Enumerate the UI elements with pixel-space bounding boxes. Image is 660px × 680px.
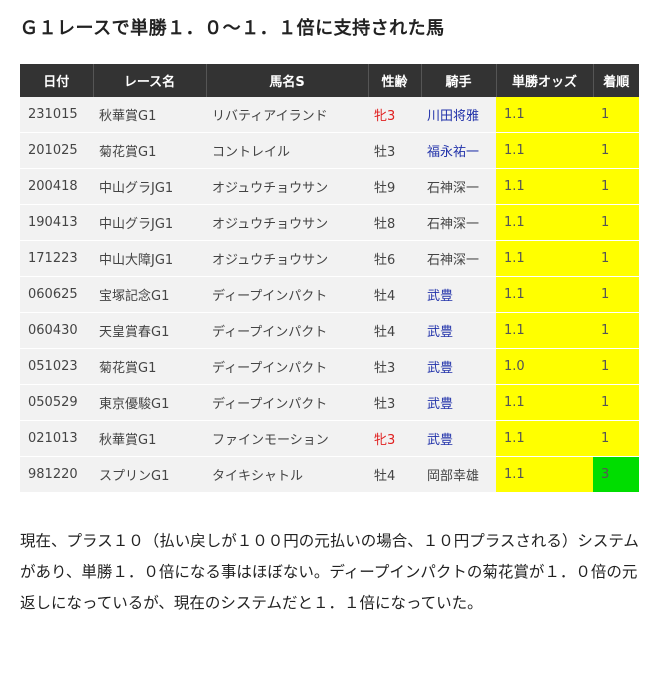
cell-odds: 1.1 — [496, 456, 593, 493]
cell-horse: ディープインパクト — [206, 348, 368, 385]
cell-rank: 3 — [593, 456, 639, 493]
cell-rank: 1 — [593, 97, 639, 133]
cell-sex-age: 牡3 — [368, 132, 421, 169]
cell-rank: 1 — [593, 240, 639, 277]
cell-horse: コントレイル — [206, 132, 368, 169]
jockey-link[interactable]: 武豊 — [421, 348, 496, 385]
cell-race: 中山グラJG1 — [93, 168, 206, 205]
table-row: 060625 宝塚記念G1 ディープインパクト 牡4 武豊 1.1 1 — [20, 276, 639, 313]
cell-rank: 1 — [593, 348, 639, 385]
header-jockey: 騎手 — [421, 64, 497, 97]
cell-jockey: 石神深一 — [421, 204, 496, 241]
table-row: 171223 中山大障JG1 オジュウチョウサン 牡6 石神深一 1.1 1 — [20, 240, 639, 277]
cell-date: 190413 — [20, 204, 93, 241]
jockey-link[interactable]: 武豊 — [421, 384, 496, 421]
cell-date: 060430 — [20, 312, 93, 349]
table-row: 200418 中山グラJG1 オジュウチョウサン 牡9 石神深一 1.1 1 — [20, 168, 639, 205]
cell-sex-age: 牡4 — [368, 456, 421, 493]
table-row: 021013 秋華賞G1 ファインモーション 牝3 武豊 1.1 1 — [20, 420, 639, 457]
cell-race: 中山グラJG1 — [93, 204, 206, 241]
table-row: 060430 天皇賞春G1 ディープインパクト 牡4 武豊 1.1 1 — [20, 312, 639, 349]
cell-sex-age: 牡4 — [368, 276, 421, 313]
cell-race: 宝塚記念G1 — [93, 276, 206, 313]
cell-date: 171223 — [20, 240, 93, 277]
cell-rank: 1 — [593, 168, 639, 205]
cell-horse: タイキシャトル — [206, 456, 368, 493]
cell-race: 東京優駿G1 — [93, 384, 206, 421]
cell-sex-age: 牝3 — [368, 97, 421, 133]
header-race: レース名 — [93, 64, 207, 97]
cell-rank: 1 — [593, 204, 639, 241]
cell-sex-age: 牡6 — [368, 240, 421, 277]
cell-race: 秋華賞G1 — [93, 420, 206, 457]
cell-horse: リバティアイランド — [206, 97, 368, 133]
cell-odds: 1.1 — [496, 384, 593, 421]
cell-rank: 1 — [593, 276, 639, 313]
header-horse: 馬名S — [206, 64, 369, 97]
cell-horse: オジュウチョウサン — [206, 168, 368, 205]
header-sex-age: 性齢 — [368, 64, 422, 97]
table-row: 231015 秋華賞G1 リバティアイランド 牝3 川田将雅 1.1 1 — [20, 97, 639, 133]
cell-rank: 1 — [593, 312, 639, 349]
cell-odds: 1.1 — [496, 240, 593, 277]
cell-race: スプリンG1 — [93, 456, 206, 493]
cell-race: 秋華賞G1 — [93, 97, 206, 133]
cell-odds: 1.1 — [496, 312, 593, 349]
cell-race: 菊花賞G1 — [93, 132, 206, 169]
cell-horse: ディープインパクト — [206, 312, 368, 349]
cell-horse: ファインモーション — [206, 420, 368, 457]
cell-date: 231015 — [20, 97, 93, 133]
cell-horse: オジュウチョウサン — [206, 240, 368, 277]
cell-sex-age: 牡3 — [368, 384, 421, 421]
jockey-link[interactable]: 福永祐一 — [421, 132, 496, 169]
cell-race: 中山大障JG1 — [93, 240, 206, 277]
table-header-row: 日付 レース名 馬名S 性齢 騎手 単勝オッズ 着順 — [20, 64, 639, 97]
cell-date: 021013 — [20, 420, 93, 457]
table-row: 190413 中山グラJG1 オジュウチョウサン 牡8 石神深一 1.1 1 — [20, 204, 639, 241]
body-paragraph: 現在、プラス１０（払い戻しが１００円の元払いの場合、１０円プラスされる）システム… — [20, 532, 639, 612]
cell-rank: 1 — [593, 384, 639, 421]
cell-horse: オジュウチョウサン — [206, 204, 368, 241]
cell-odds: 1.1 — [496, 168, 593, 205]
cell-odds: 1.0 — [496, 348, 593, 385]
cell-odds: 1.1 — [496, 276, 593, 313]
cell-jockey: 石神深一 — [421, 168, 496, 205]
cell-sex-age: 牡8 — [368, 204, 421, 241]
jockey-link[interactable]: 川田将雅 — [421, 97, 496, 133]
cell-horse: ディープインパクト — [206, 276, 368, 313]
cell-sex-age: 牡9 — [368, 168, 421, 205]
cell-rank: 1 — [593, 132, 639, 169]
cell-sex-age: 牡4 — [368, 312, 421, 349]
page-title: Ｇ１レースで単勝１．０～１．１倍に支持された馬 — [20, 18, 445, 39]
header-odds: 単勝オッズ — [496, 64, 594, 97]
cell-rank: 1 — [593, 420, 639, 457]
table-row: 201025 菊花賞G1 コントレイル 牡3 福永祐一 1.1 1 — [20, 132, 639, 169]
cell-date: 200418 — [20, 168, 93, 205]
cell-jockey: 岡部幸雄 — [421, 456, 496, 493]
jockey-link[interactable]: 武豊 — [421, 276, 496, 313]
cell-race: 天皇賞春G1 — [93, 312, 206, 349]
jockey-link[interactable]: 武豊 — [421, 420, 496, 457]
header-rank: 着順 — [593, 64, 639, 97]
cell-odds: 1.1 — [496, 97, 593, 133]
table-row: 981220 スプリンG1 タイキシャトル 牡4 岡部幸雄 1.1 3 — [20, 456, 639, 493]
cell-date: 060625 — [20, 276, 93, 313]
header-date: 日付 — [20, 64, 94, 97]
cell-date: 981220 — [20, 456, 93, 493]
cell-date: 050529 — [20, 384, 93, 421]
table-row: 050529 東京優駿G1 ディープインパクト 牡3 武豊 1.1 1 — [20, 384, 639, 421]
table-row: 051023 菊花賞G1 ディープインパクト 牡3 武豊 1.0 1 — [20, 348, 639, 385]
cell-date: 201025 — [20, 132, 93, 169]
cell-odds: 1.1 — [496, 420, 593, 457]
cell-date: 051023 — [20, 348, 93, 385]
cell-odds: 1.1 — [496, 204, 593, 241]
cell-sex-age: 牝3 — [368, 420, 421, 457]
jockey-link[interactable]: 武豊 — [421, 312, 496, 349]
cell-horse: ディープインパクト — [206, 384, 368, 421]
cell-race: 菊花賞G1 — [93, 348, 206, 385]
cell-odds: 1.1 — [496, 132, 593, 169]
cell-jockey: 石神深一 — [421, 240, 496, 277]
cell-sex-age: 牡3 — [368, 348, 421, 385]
results-table: 日付 レース名 馬名S 性齢 騎手 単勝オッズ 着順 231015 秋華賞G1 … — [20, 64, 639, 493]
